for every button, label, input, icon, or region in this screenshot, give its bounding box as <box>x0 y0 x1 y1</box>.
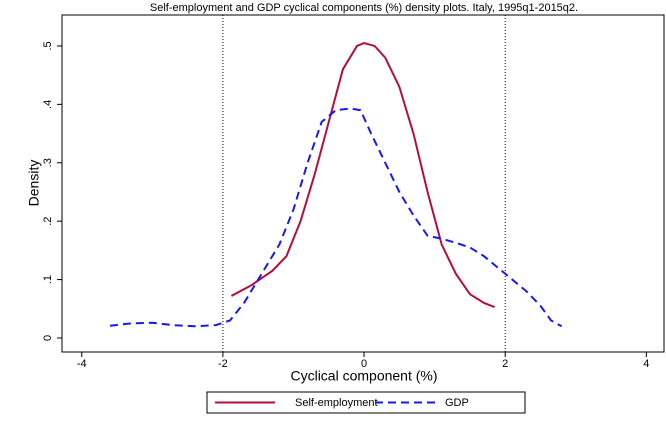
x-tick-label: 4 <box>643 358 649 370</box>
series-line <box>230 41 495 308</box>
x-tick-label: -4 <box>77 358 87 370</box>
legend-label: GDP <box>445 397 469 409</box>
y-axis-title: Density <box>26 160 42 207</box>
x-tick-label: 0 <box>361 358 367 370</box>
y-tick-label: 0 <box>42 335 54 341</box>
y-tick-label: .5 <box>42 41 54 50</box>
y-tick-label: .1 <box>42 275 54 284</box>
x-tick-label: -2 <box>218 358 228 370</box>
series-line <box>109 107 563 328</box>
x-tick-label: 2 <box>502 358 508 370</box>
legend-label: Self-employment <box>295 397 378 409</box>
y-tick-label: .3 <box>42 158 54 167</box>
y-tick-label: .2 <box>42 217 54 226</box>
plot-frame <box>61 14 665 353</box>
chart-title: Self-employment and GDP cyclical compone… <box>150 2 578 14</box>
y-tick-label: .4 <box>42 100 54 109</box>
x-axis-title: Cyclical component (%) <box>290 368 437 384</box>
legend <box>206 391 526 414</box>
